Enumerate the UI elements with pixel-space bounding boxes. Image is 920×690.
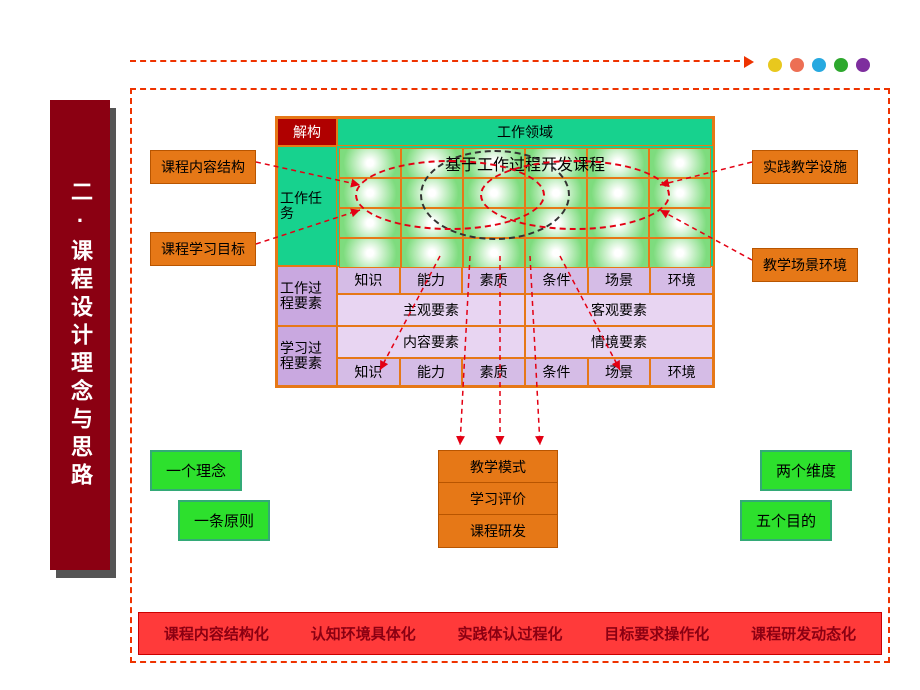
proc-item: 条件 xyxy=(525,266,588,294)
proc-item: 素质 xyxy=(462,266,525,294)
proc-group: 主观要素 xyxy=(337,294,525,326)
sidebar-title: 二·课程设计理念与思路 xyxy=(50,100,110,570)
main-diagram: 解构 工作领域 工作任务 基于工作过程开发课程 工作过程要素 知识 能力 素质 … xyxy=(275,116,715,388)
decor-dots xyxy=(768,58,870,72)
right-label-1: 实践教学设施 xyxy=(752,150,858,184)
footer-item: 实践体认过程化 xyxy=(457,623,562,644)
corner-cell: 解构 xyxy=(277,118,337,146)
footer-item: 课程内容结构化 xyxy=(164,623,269,644)
left-label-2: 课程学习目标 xyxy=(150,232,256,266)
footer-item: 目标要求操作化 xyxy=(604,623,709,644)
proc-group: 客观要素 xyxy=(525,294,713,326)
dot-icon xyxy=(768,58,782,72)
learn-item: 能力 xyxy=(400,358,463,386)
stack-1: 教学模式 xyxy=(438,450,558,484)
task-label: 工作任务 xyxy=(277,146,337,266)
left-label-1: 课程内容结构 xyxy=(150,150,256,184)
green-tl: 一个理念 xyxy=(150,450,242,491)
proc-item: 知识 xyxy=(337,266,400,294)
footer-bar: 课程内容结构化 认知环境具体化 实践体认过程化 目标要求操作化 课程研发动态化 xyxy=(138,612,882,655)
learn-item: 条件 xyxy=(525,358,588,386)
proc-label: 工作过程要素 xyxy=(277,266,337,326)
grid-row xyxy=(339,208,711,238)
center-text: 基于工作过程开发课程 xyxy=(337,154,713,178)
dot-icon xyxy=(812,58,826,72)
learn-label: 学习过程要素 xyxy=(277,326,337,386)
grid-row xyxy=(339,178,711,208)
footer-item: 认知环境具体化 xyxy=(311,623,416,644)
dot-icon xyxy=(834,58,848,72)
learn-item: 知识 xyxy=(337,358,400,386)
green-tr: 两个维度 xyxy=(760,450,852,491)
proc-item: 环境 xyxy=(650,266,713,294)
proc-item: 能力 xyxy=(400,266,463,294)
learn-group: 情境要素 xyxy=(525,326,713,358)
domain-cell: 工作领域 xyxy=(337,118,713,146)
green-br: 五个目的 xyxy=(740,500,832,541)
arrow-icon xyxy=(130,60,750,62)
green-bl: 一条原则 xyxy=(178,500,270,541)
right-label-2: 教学场景环境 xyxy=(752,248,858,282)
learn-item: 素质 xyxy=(462,358,525,386)
learn-item: 环境 xyxy=(650,358,713,386)
grid-row xyxy=(339,238,711,268)
learn-item: 场景 xyxy=(588,358,651,386)
proc-item: 场景 xyxy=(588,266,651,294)
dot-icon xyxy=(856,58,870,72)
learn-group: 内容要素 xyxy=(337,326,525,358)
dot-icon xyxy=(790,58,804,72)
footer-item: 课程研发动态化 xyxy=(751,623,856,644)
stack-3: 课程研发 xyxy=(438,514,558,548)
stack-2: 学习评价 xyxy=(438,482,558,516)
